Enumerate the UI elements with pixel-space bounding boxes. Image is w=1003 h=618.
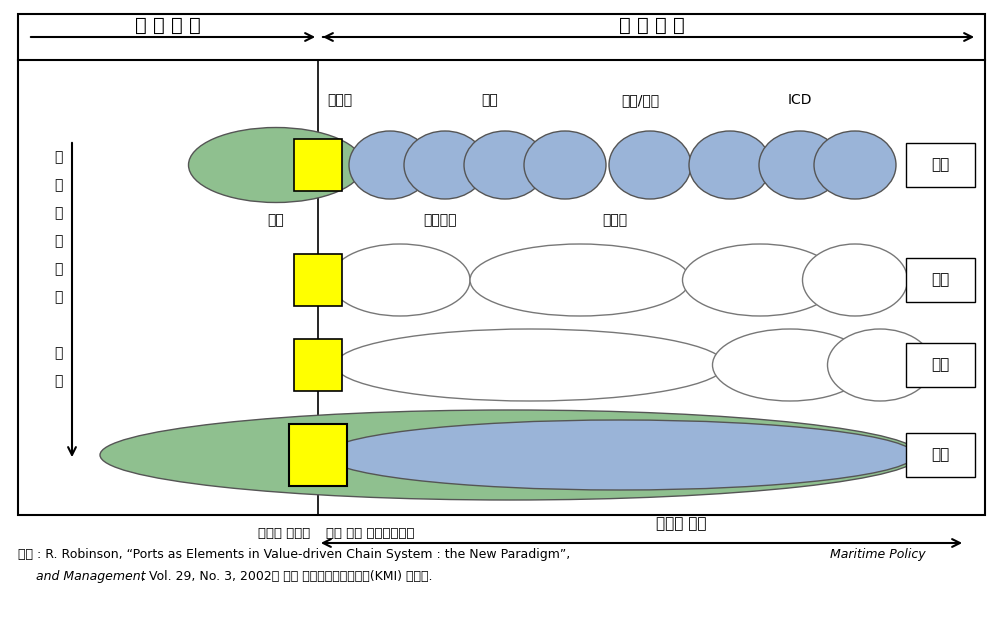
FancyBboxPatch shape	[905, 433, 974, 477]
Ellipse shape	[403, 131, 485, 199]
Text: ICD: ICD	[787, 93, 811, 107]
Text: and Management: and Management	[36, 570, 145, 583]
Text: 고객: 고객	[930, 447, 948, 462]
Text: 선사: 선사	[268, 213, 284, 227]
Ellipse shape	[330, 244, 469, 316]
Bar	[294, 339, 342, 391]
Ellipse shape	[469, 244, 689, 316]
Text: 하역업체: 하역업체	[423, 213, 456, 227]
Text: 포워더: 포워더	[602, 213, 627, 227]
Ellipse shape	[189, 127, 363, 203]
Text: 선사 또는 종합물류기업: 선사 또는 종합물류기업	[326, 527, 414, 540]
Text: 트럭/철도: 트럭/철도	[620, 93, 658, 107]
Text: 범: 범	[54, 234, 62, 248]
FancyBboxPatch shape	[905, 143, 974, 187]
Ellipse shape	[524, 131, 606, 199]
Text: 자료 : R. Robinson, “Ports as Elements in Value-driven Chain System : the New Para: 자료 : R. Robinson, “Ports as Elements in …	[18, 548, 574, 561]
Ellipse shape	[758, 131, 841, 199]
Text: 세관: 세관	[481, 93, 497, 107]
Text: 규: 규	[54, 150, 62, 164]
Ellipse shape	[801, 244, 907, 316]
Text: 경: 경	[54, 346, 62, 360]
Text: , Vol. 29, No. 3, 2002에 의거 한국해양수산개발원(KMI) 재작성.: , Vol. 29, No. 3, 2002에 의거 한국해양수산개발원(KMI…	[140, 570, 432, 583]
Text: 고객: 고객	[930, 357, 948, 373]
Ellipse shape	[335, 329, 724, 401]
FancyBboxPatch shape	[905, 343, 974, 387]
Ellipse shape	[349, 131, 430, 199]
Text: Maritime Policy: Maritime Policy	[829, 548, 925, 561]
Ellipse shape	[826, 329, 932, 401]
Text: 글로벌 초대형: 글로벌 초대형	[258, 527, 310, 540]
Text: 의: 의	[54, 290, 62, 304]
Text: 내 륙 운 송: 내 륙 운 송	[618, 16, 684, 35]
Text: 및: 및	[54, 206, 62, 220]
Text: 고객: 고객	[930, 158, 948, 172]
Text: 대리점: 대리점	[327, 93, 352, 107]
Text: 모: 모	[54, 178, 62, 192]
Ellipse shape	[325, 420, 914, 490]
Bar	[294, 254, 342, 306]
Bar	[18, 14, 984, 515]
Bar	[289, 424, 347, 486]
Text: 해 상 운 송: 해 상 운 송	[135, 16, 201, 35]
Text: 고객: 고객	[930, 273, 948, 287]
Ellipse shape	[712, 329, 867, 401]
Text: 기능적 통합: 기능적 통합	[656, 516, 706, 531]
Ellipse shape	[682, 244, 837, 316]
Bar	[294, 139, 342, 191]
Ellipse shape	[688, 131, 770, 199]
Ellipse shape	[463, 131, 546, 199]
Text: 제: 제	[54, 374, 62, 388]
Ellipse shape	[813, 131, 895, 199]
Text: 위: 위	[54, 262, 62, 276]
Ellipse shape	[100, 410, 919, 500]
FancyBboxPatch shape	[905, 258, 974, 302]
Ellipse shape	[609, 131, 690, 199]
